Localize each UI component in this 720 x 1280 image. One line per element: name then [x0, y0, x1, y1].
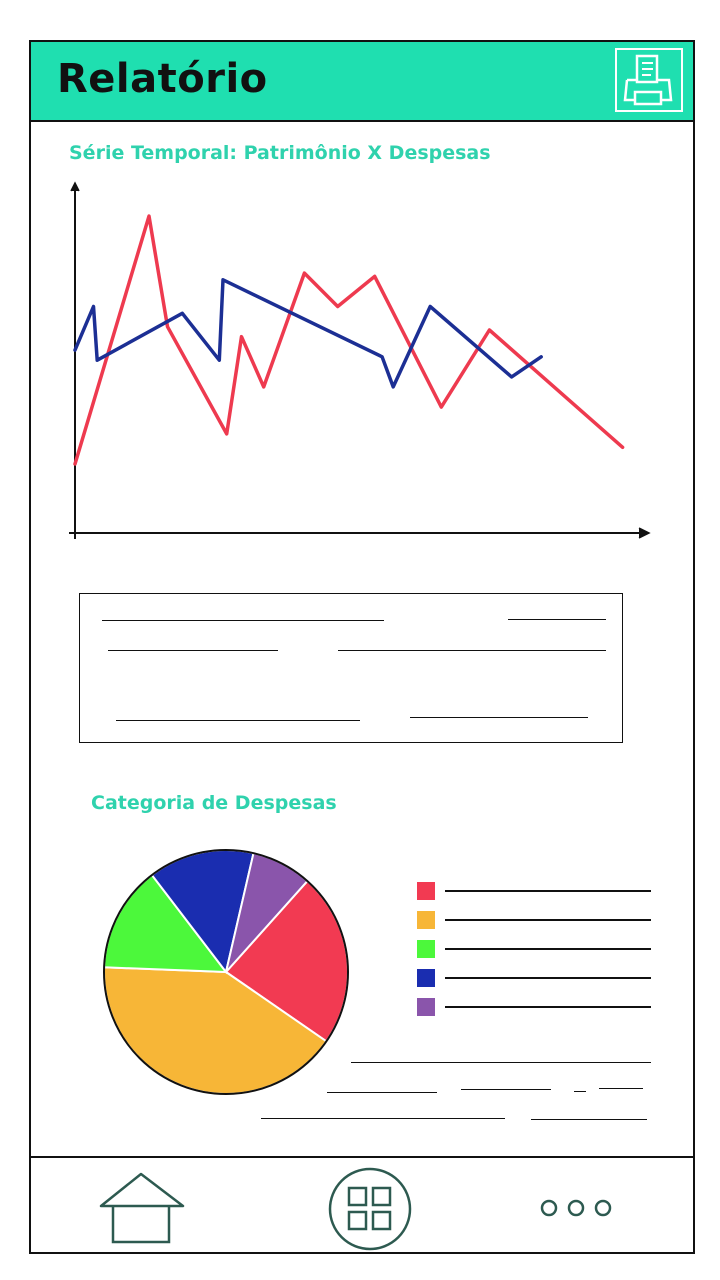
text-line: [116, 720, 360, 721]
more-button[interactable]: [537, 1190, 617, 1226]
print-button[interactable]: [615, 48, 683, 112]
legend-swatch: [417, 911, 435, 929]
text-line: [102, 620, 384, 621]
apps-button[interactable]: [327, 1166, 413, 1252]
home-icon: [99, 1172, 185, 1244]
pie-chart: [103, 849, 349, 1095]
legend-swatch: [417, 969, 435, 987]
apps-grid-icon: [328, 1167, 412, 1251]
line-chart-title: Série Temporal: Patrimônio X Despesas: [69, 142, 491, 164]
text-line: [261, 1118, 505, 1119]
x-axis-arrow: [638, 527, 651, 539]
more-dots-icon: [540, 1199, 612, 1217]
pie-chart-title: Categoria de Despesas: [91, 792, 337, 814]
summary-text-block: [79, 593, 623, 743]
text-line: [508, 619, 606, 620]
text-line: [410, 717, 588, 718]
app-screen: Relatório Série Temporal: Patrimônio X D…: [29, 40, 695, 1254]
legend-label-line: [445, 1006, 651, 1008]
legend-label-line: [445, 977, 651, 979]
text-line: [327, 1092, 437, 1093]
line-series-1: [73, 214, 625, 466]
text-line: [351, 1062, 651, 1063]
text-line: [108, 650, 278, 651]
line-chart: [69, 181, 651, 539]
legend-label-line: [445, 919, 651, 921]
legend-item: [417, 998, 653, 1018]
legend-item: [417, 940, 653, 960]
bottom-navigation: [31, 1156, 693, 1254]
pie-outline: [103, 849, 349, 1095]
line-series-2: [73, 278, 543, 389]
legend-item: [417, 882, 653, 902]
text-line: [338, 650, 606, 651]
legend-item: [417, 969, 653, 989]
page-title: Relatório: [57, 56, 268, 102]
y-axis-arrow: [70, 181, 80, 192]
text-line: [599, 1088, 643, 1089]
legend-swatch: [417, 940, 435, 958]
text-line: [531, 1119, 647, 1120]
legend-label-line: [445, 948, 651, 950]
legend-label-line: [445, 890, 651, 892]
legend-item: [417, 911, 653, 931]
home-button[interactable]: [97, 1170, 187, 1246]
printer-icon: [623, 54, 673, 106]
text-line: [574, 1091, 586, 1092]
text-line: [461, 1089, 551, 1090]
legend-swatch: [417, 882, 435, 900]
app-header: Relatório: [31, 42, 693, 122]
legend-swatch: [417, 998, 435, 1016]
